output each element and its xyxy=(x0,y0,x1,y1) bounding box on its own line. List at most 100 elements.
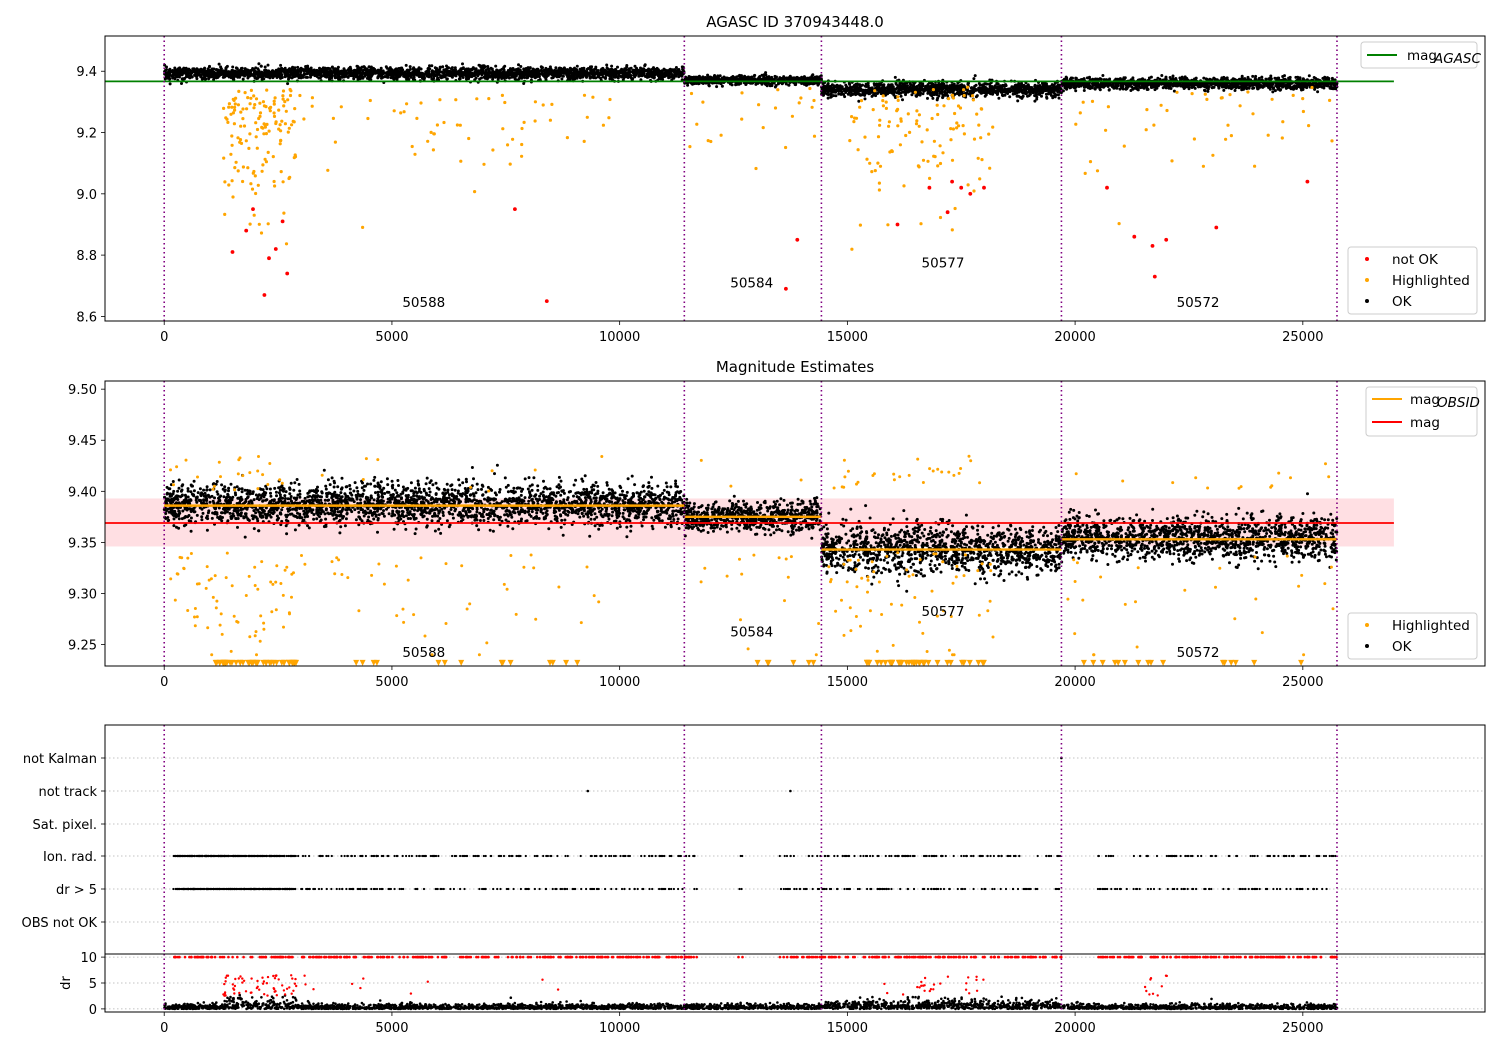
ok-point xyxy=(268,76,272,80)
ok-point xyxy=(443,75,447,79)
ok-point xyxy=(330,72,334,76)
ok-point xyxy=(616,76,620,80)
ok-point xyxy=(203,70,207,74)
ok-point xyxy=(1013,84,1017,88)
ok-point xyxy=(290,66,294,70)
ok-point xyxy=(720,84,724,88)
ok-point xyxy=(1006,87,1010,91)
ok-point xyxy=(829,92,833,96)
ok-point xyxy=(287,74,291,78)
ok-point xyxy=(510,75,514,79)
ok-point xyxy=(660,70,664,74)
ok-point xyxy=(354,75,358,79)
ok-point xyxy=(333,76,337,80)
ok-point xyxy=(1033,83,1037,87)
ok-point xyxy=(263,71,267,74)
ok-point xyxy=(494,64,498,68)
ok-point xyxy=(194,74,198,78)
ok-point xyxy=(999,90,1003,94)
ok-point xyxy=(260,70,264,74)
ok-point xyxy=(767,77,771,81)
ok-point xyxy=(837,92,841,96)
ok-point xyxy=(376,75,380,79)
ok-point xyxy=(1040,94,1043,98)
ok-point xyxy=(1028,92,1032,96)
ok-point xyxy=(180,68,184,72)
ok-point xyxy=(506,73,510,77)
ok-point xyxy=(374,69,378,73)
ok-point xyxy=(433,73,437,77)
ok-point xyxy=(627,67,631,71)
ok-point xyxy=(741,77,745,81)
ok-point xyxy=(1040,81,1044,85)
ok-point xyxy=(951,90,955,94)
ok-point xyxy=(248,69,252,73)
ok-point xyxy=(491,77,495,81)
ok-point xyxy=(893,75,897,79)
ok-point xyxy=(190,71,194,75)
ok-point xyxy=(229,72,232,76)
ok-point xyxy=(231,77,235,81)
ok-point xyxy=(585,71,589,75)
plot-area xyxy=(105,62,1394,303)
ok-point xyxy=(868,87,872,91)
ok-point xyxy=(899,88,903,92)
ok-point xyxy=(387,71,391,75)
ok-point xyxy=(297,73,301,77)
ok-point xyxy=(296,65,300,69)
ok-point xyxy=(443,69,447,73)
ok-point xyxy=(1043,84,1047,88)
ok-point xyxy=(1045,95,1049,99)
ok-point xyxy=(1281,75,1285,78)
ok-point xyxy=(680,78,684,82)
ok-point xyxy=(613,75,617,79)
ok-point xyxy=(843,89,847,93)
ok-point xyxy=(1082,89,1086,92)
ok-point xyxy=(317,76,321,80)
ok-point xyxy=(775,75,778,79)
ok-point xyxy=(539,68,543,72)
ok-point xyxy=(445,69,449,73)
ok-point xyxy=(651,75,654,79)
ok-point xyxy=(962,84,966,88)
ok-point xyxy=(208,64,211,68)
ok-point xyxy=(928,90,932,94)
ok-point xyxy=(486,67,489,71)
ok-point xyxy=(482,64,486,68)
ok-point xyxy=(795,75,799,79)
ok-point xyxy=(208,75,211,79)
ok-point xyxy=(893,95,897,99)
ok-point xyxy=(899,91,903,95)
ok-point xyxy=(396,69,400,73)
ok-point xyxy=(1038,90,1042,94)
ok-point xyxy=(185,71,189,75)
ok-point xyxy=(576,70,580,74)
ok-point xyxy=(217,74,221,78)
ok-point xyxy=(731,77,735,81)
ok-point xyxy=(478,77,482,81)
ok-point xyxy=(371,70,375,73)
ok-point xyxy=(808,76,812,80)
ok-point xyxy=(1011,85,1015,89)
ok-point xyxy=(843,95,847,99)
ok-point xyxy=(708,75,711,79)
ok-point xyxy=(256,73,259,77)
ok-point xyxy=(405,77,409,81)
ok-point xyxy=(617,71,621,75)
ok-point xyxy=(862,91,866,94)
ok-point xyxy=(601,73,605,76)
ok-point xyxy=(518,68,522,72)
ok-point xyxy=(560,77,564,81)
ok-point xyxy=(604,77,607,80)
ok-point xyxy=(635,68,639,72)
ok-point xyxy=(608,72,612,76)
ok-point xyxy=(485,77,489,81)
ok-point xyxy=(264,68,267,72)
ok-point xyxy=(972,77,976,81)
ok-point xyxy=(571,73,575,77)
ok-point xyxy=(285,72,289,76)
ok-point xyxy=(1008,95,1012,99)
ok-point xyxy=(230,69,234,73)
ok-point xyxy=(973,88,977,92)
